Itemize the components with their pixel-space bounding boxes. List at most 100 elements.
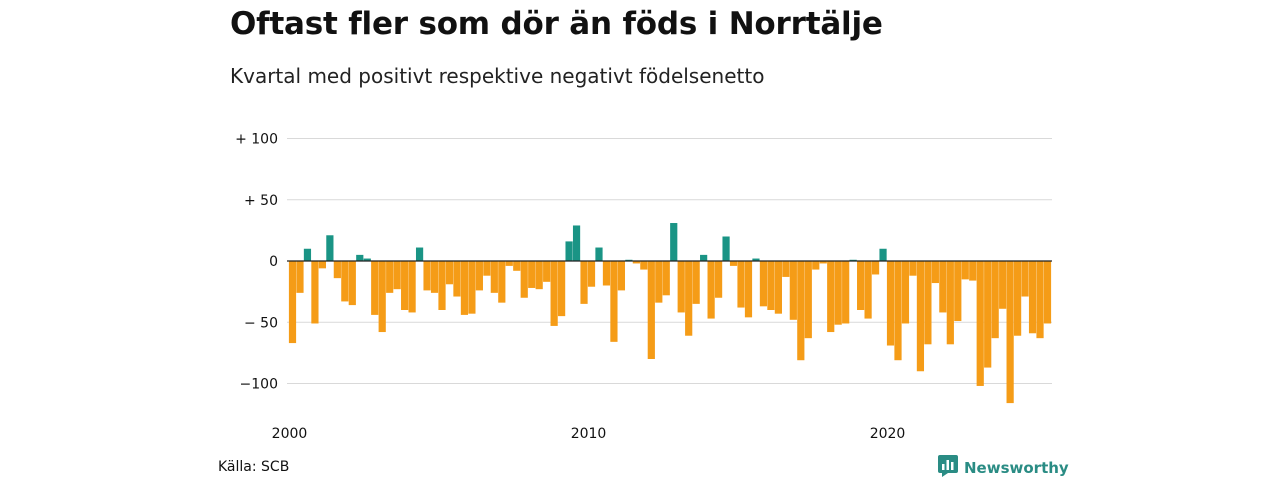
bar [483,261,491,276]
bar [423,261,431,291]
bar [946,261,954,345]
bar [595,247,603,261]
bar [916,261,925,372]
bar [774,261,782,314]
bar [587,261,596,287]
bar-chart-speech-bubble-icon [938,455,958,481]
bar [505,261,513,266]
bar [333,261,341,279]
brand-logo[interactable]: Newsworthy [938,455,1069,481]
bar [700,254,708,261]
bars [288,223,1052,404]
bar [984,261,992,368]
bar [969,261,977,281]
bar [1028,261,1037,334]
bar [580,261,588,304]
y-tick-label: −100 [240,377,278,393]
bar [543,261,551,282]
bar [565,241,573,261]
bar [924,261,932,345]
bar [759,261,768,307]
brand-name: Newsworthy [964,459,1069,477]
bar [311,261,319,324]
bar [857,261,865,310]
bar [976,261,984,386]
bar [931,261,939,284]
bar [737,261,745,308]
y-tick-label: + 50 [244,193,278,209]
bar [752,258,760,261]
bar [453,261,461,297]
bar [386,261,394,293]
bar [812,261,820,270]
bar [685,261,693,336]
chart-title: Oftast fler som dör än föds i Norrtälje [230,6,883,42]
bar [1013,261,1022,336]
chart-subtitle: Kvartal med positivt respektive negativt… [230,64,765,88]
bar [804,261,812,339]
bar [363,258,371,261]
bar [1006,261,1014,404]
source-label: Källa: SCB [218,459,290,475]
bar [378,261,386,333]
bar [341,261,349,302]
bar [348,261,356,306]
bar [662,261,670,296]
bar [415,247,424,261]
bar [789,261,797,320]
bar [640,261,648,270]
bar [827,261,835,333]
bar [707,261,715,319]
bar [602,261,611,286]
x-tick-label: 2000 [272,426,308,442]
bar [371,261,379,315]
y-tick-label: + 100 [235,132,278,148]
bar [879,248,887,261]
bar [610,261,618,342]
bar [356,254,364,261]
bar [632,261,640,264]
bar [1043,261,1052,324]
bar [729,261,738,266]
bar [303,248,312,261]
y-tick-label: 0 [269,254,278,270]
x-tick-label: 2020 [870,426,906,442]
bar [617,261,626,291]
bar [886,261,895,346]
bar [520,261,528,298]
bar [909,261,917,276]
bar [894,261,902,361]
bar [864,261,872,319]
bar [528,261,536,288]
bar [468,261,476,314]
bar [991,261,999,339]
bar [714,261,723,298]
bar [954,261,962,322]
bar [438,261,446,310]
bar [819,261,827,264]
bar [842,261,850,324]
bar [445,261,454,285]
bar [393,261,401,290]
bar [961,261,969,280]
bar [939,261,947,313]
bar [490,261,498,293]
bar [535,261,543,290]
x-tick-label: 2010 [571,426,607,442]
bar [430,261,439,293]
bar [677,261,685,313]
bar [1036,261,1044,339]
y-axis-ticks: + 100 + 50 0 − 50 −100 [235,132,278,393]
bar [326,235,334,261]
bar [744,261,753,318]
bar [513,261,521,271]
bar [692,261,700,304]
bar [655,261,663,303]
bar [767,261,775,310]
bar [401,261,409,310]
bar [647,261,655,359]
bar [296,261,304,293]
bar [670,223,678,261]
bar [318,261,327,269]
